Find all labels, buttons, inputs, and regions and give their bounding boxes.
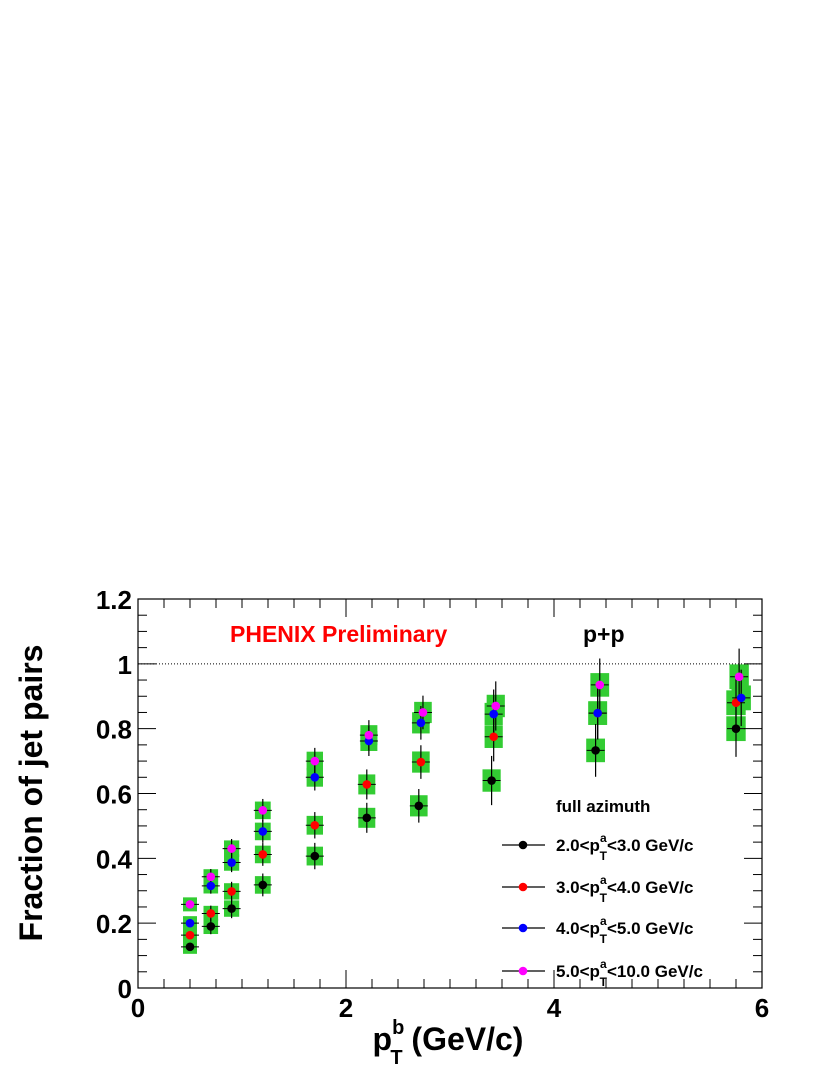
data-point xyxy=(227,858,236,867)
legend-label: 5.0<pa T<10.0 GeV/c xyxy=(556,957,703,989)
x-tick-label: 6 xyxy=(755,993,769,1023)
data-point xyxy=(206,881,216,891)
data-point xyxy=(185,900,195,909)
legend-label: 2.0<pa T<3.0 GeV/c xyxy=(556,831,693,863)
data-point xyxy=(310,851,320,861)
y-tick-label: 0.4 xyxy=(96,844,133,874)
data-point xyxy=(595,680,605,690)
legend-marker xyxy=(518,923,528,933)
data-point xyxy=(310,756,320,766)
systematic-error-boxes xyxy=(183,664,751,954)
data-point xyxy=(206,922,216,931)
data-point xyxy=(364,730,374,740)
data-point xyxy=(258,880,268,890)
data-point xyxy=(185,942,195,952)
error-bars xyxy=(181,648,751,948)
data-point xyxy=(258,827,268,836)
data-points xyxy=(185,672,746,952)
data-point xyxy=(734,672,744,682)
y-tick-label: 0.8 xyxy=(96,715,132,745)
data-point xyxy=(736,693,746,703)
y-tick-label: 0.2 xyxy=(96,909,132,939)
data-point xyxy=(416,757,426,767)
data-point xyxy=(489,732,498,742)
legend-label: 3.0<pa T<4.0 GeV/c xyxy=(556,873,693,905)
legend-label: 4.0<pa T<5.0 GeV/c xyxy=(556,914,693,946)
data-point xyxy=(310,772,320,782)
y-axis-title: Fraction of jet pairs xyxy=(13,645,49,942)
x-tick-label: 2 xyxy=(339,993,353,1023)
data-point xyxy=(362,780,372,789)
data-point xyxy=(258,806,268,815)
data-point xyxy=(491,701,501,711)
data-point xyxy=(185,930,195,940)
x-tick-label: 4 xyxy=(547,993,562,1023)
y-tick-label: 1 xyxy=(118,650,132,680)
x-tick-label: 0 xyxy=(131,993,145,1023)
data-point xyxy=(489,709,498,719)
data-point xyxy=(362,813,372,823)
data-point xyxy=(418,708,428,717)
data-point xyxy=(416,718,426,728)
data-point xyxy=(310,820,320,830)
axes: 0 2 4 6 0 0.2 0.4 0.6 0.8 1 1.2 xyxy=(96,585,769,1023)
legend: 2.0<pa T<3.0 GeV/c 3.0<pa T<4.0 GeV/c 4.0<pa… xyxy=(502,831,703,989)
legend-marker xyxy=(518,840,528,850)
phenix-preliminary-label: PHENIX Preliminary xyxy=(230,621,448,647)
system-label: p+p xyxy=(583,621,625,647)
legend-marker xyxy=(518,966,528,976)
data-point xyxy=(206,909,216,918)
data-point xyxy=(414,801,424,811)
x-axis-title: pb T (GeV/c) xyxy=(373,1017,524,1069)
data-point xyxy=(227,844,236,853)
y-tick-label: 0 xyxy=(118,974,132,1004)
legend-header: full azimuth xyxy=(556,797,650,816)
data-point xyxy=(206,872,216,882)
data-point xyxy=(258,850,268,859)
data-point xyxy=(227,904,236,913)
data-point xyxy=(487,776,496,785)
y-tick-label: 0.6 xyxy=(96,780,132,810)
data-point xyxy=(731,724,741,733)
data-point xyxy=(185,918,195,928)
data-point xyxy=(227,887,236,896)
legend-marker xyxy=(518,882,528,892)
data-point xyxy=(591,746,600,755)
y-tick-label: 1.2 xyxy=(96,585,132,615)
data-point xyxy=(593,708,602,718)
